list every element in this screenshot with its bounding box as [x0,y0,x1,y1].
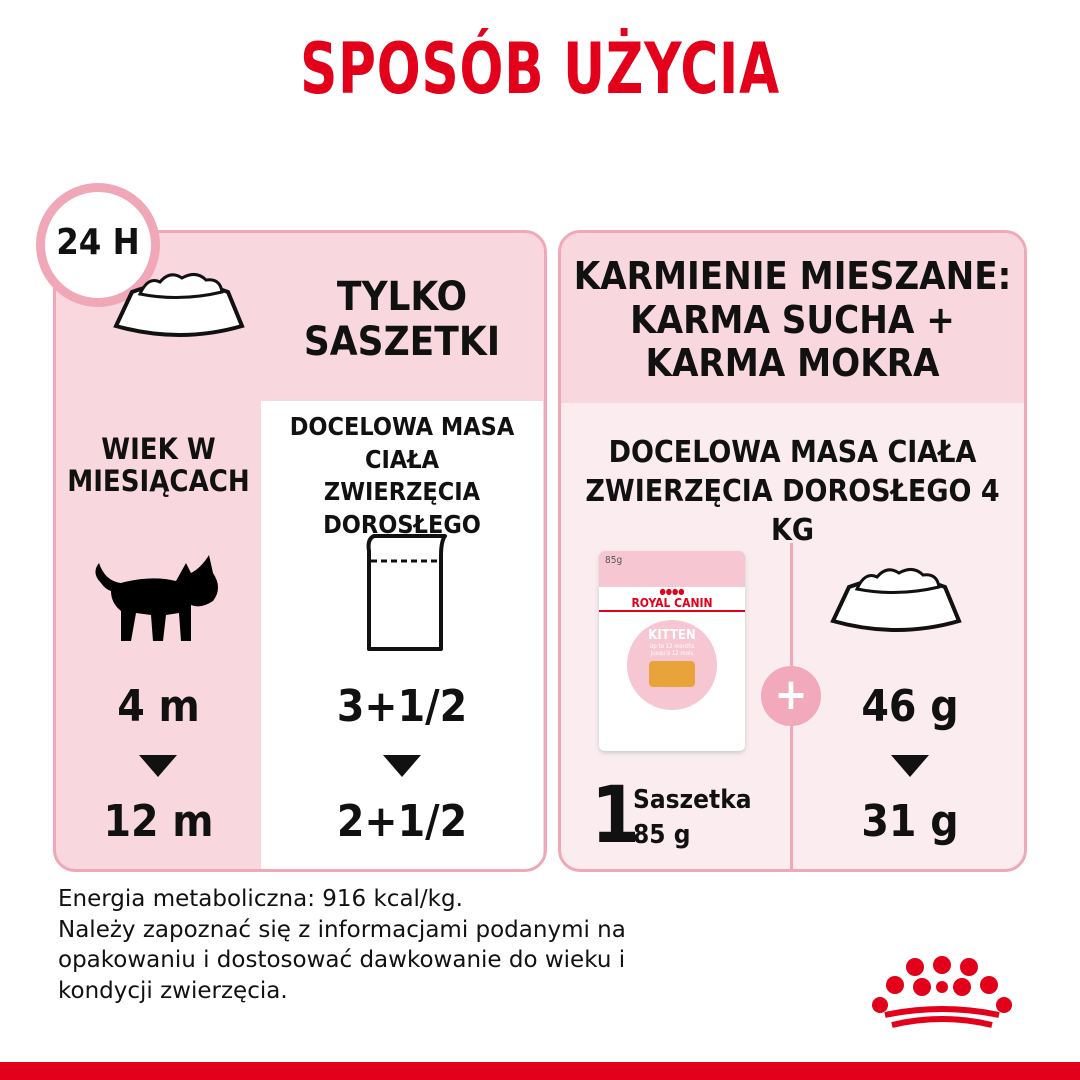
arrow-down-icon [139,755,177,777]
weight-label: DOCELOWA MASA CIAŁA ZWIERZĘCIA DOROSŁEGO… [561,433,1024,550]
arrow-down-icon [383,755,421,777]
pouch-subtitle: Up to 12 months [649,643,695,650]
sachets-from: 3+1/2 [336,681,468,732]
footer-line: Należy zapoznać się z informacjami podan… [58,916,626,943]
pouch-product: KITTEN [648,628,696,643]
pouch-weight: 85g [599,551,745,587]
pouch-image: 85g ●●●● ROYAL CANIN KITTEN Up to 12 mon… [599,551,745,751]
pouch-label: KITTEN Up to 12 months Jusqu'à 12 mois [627,620,717,710]
heading-line: SASZETKI [303,318,501,365]
heading-line: KARMA SUCHA + [630,297,955,342]
footer-line: Energia metaboliczna: 916 kcal/kg. [58,886,463,912]
crown-icon: ●●●● [659,587,685,596]
clock-icon: 24 H [36,183,160,307]
footer-line: kondycji zwierzęcia. [58,977,288,1004]
arrow-down-icon [891,755,929,777]
label-line: WIEK W [101,432,216,466]
label-line: ZWIERZĘCIA DOROSŁEGO 4 KG [585,474,1000,548]
only-sachets-panel: TYLKO SASZETKI WIEK W MIESIĄCACH DOCELOW… [53,230,547,872]
sachet-weight: 85 g [633,820,691,851]
sachet-count: 1 [591,771,640,861]
heading-line: KARMIENIE MIESZANE: [573,254,1012,298]
sachet-icon [366,534,447,651]
plus-icon: + [761,666,821,726]
pouch-brand: ROYAL CANIN [599,596,745,612]
clock-badge-text: 24 H [56,222,140,263]
mixed-feeding-header: KARMIENIE MIESZANE: KARMA SUCHA + KARMA … [561,233,1024,403]
age-label: WIEK W MIESIĄCACH [56,433,261,498]
kitten-icon [95,555,218,641]
dry-food-to: 31 g [861,796,959,847]
dry-food-from: 46 g [861,681,959,732]
mixed-feeding-heading: KARMIENIE MIESZANE: KARMA SUCHA + KARMA … [561,254,1024,386]
food-bowl-icon [113,273,245,337]
footer-line: opakowaniu i dostosować dawkowanie do wi… [58,947,626,974]
weight-label: DOCELOWA MASA CIAŁA ZWIERZĘCIA DOROSŁEGO… [261,411,543,574]
sachets-to: 2+1/2 [336,796,468,847]
label-line: DOCELOWA MASA CIAŁA [608,435,977,470]
label-line: DOCELOWA MASA CIAŁA [289,412,515,474]
age-to: 12 m [103,796,214,847]
food-chunks-image [649,661,695,687]
page-title: SPOSÓB UŻYCIA [300,28,780,110]
heading-line: KARMA MOKRA [645,341,940,386]
mixed-feeding-panel: KARMIENIE MIESZANE: KARMA SUCHA + KARMA … [558,230,1027,872]
brand-bar [0,1062,1080,1080]
footer-note: Energia metaboliczna: 916 kcal/kg. Należ… [58,884,626,1006]
heading-line: TYLKO [336,274,468,320]
royal-canin-crown-logo [872,956,1012,1028]
only-sachets-heading: TYLKO SASZETKI [261,275,543,365]
sachet-label: Saszetka [633,785,752,815]
sachet-column: DOCELOWA MASA CIAŁA ZWIERZĘCIA DOROSŁEGO… [261,401,543,869]
food-bowl-icon [830,568,962,632]
label-line: MIESIĄCACH [67,464,250,499]
pouch-subtitle: Jusqu'à 12 mois [650,650,694,657]
label-line: ZWIERZĘCIA DOROSŁEGO [323,477,481,539]
sachet-info: Saszetka 85 g [633,783,752,853]
age-from: 4 m [117,681,200,732]
